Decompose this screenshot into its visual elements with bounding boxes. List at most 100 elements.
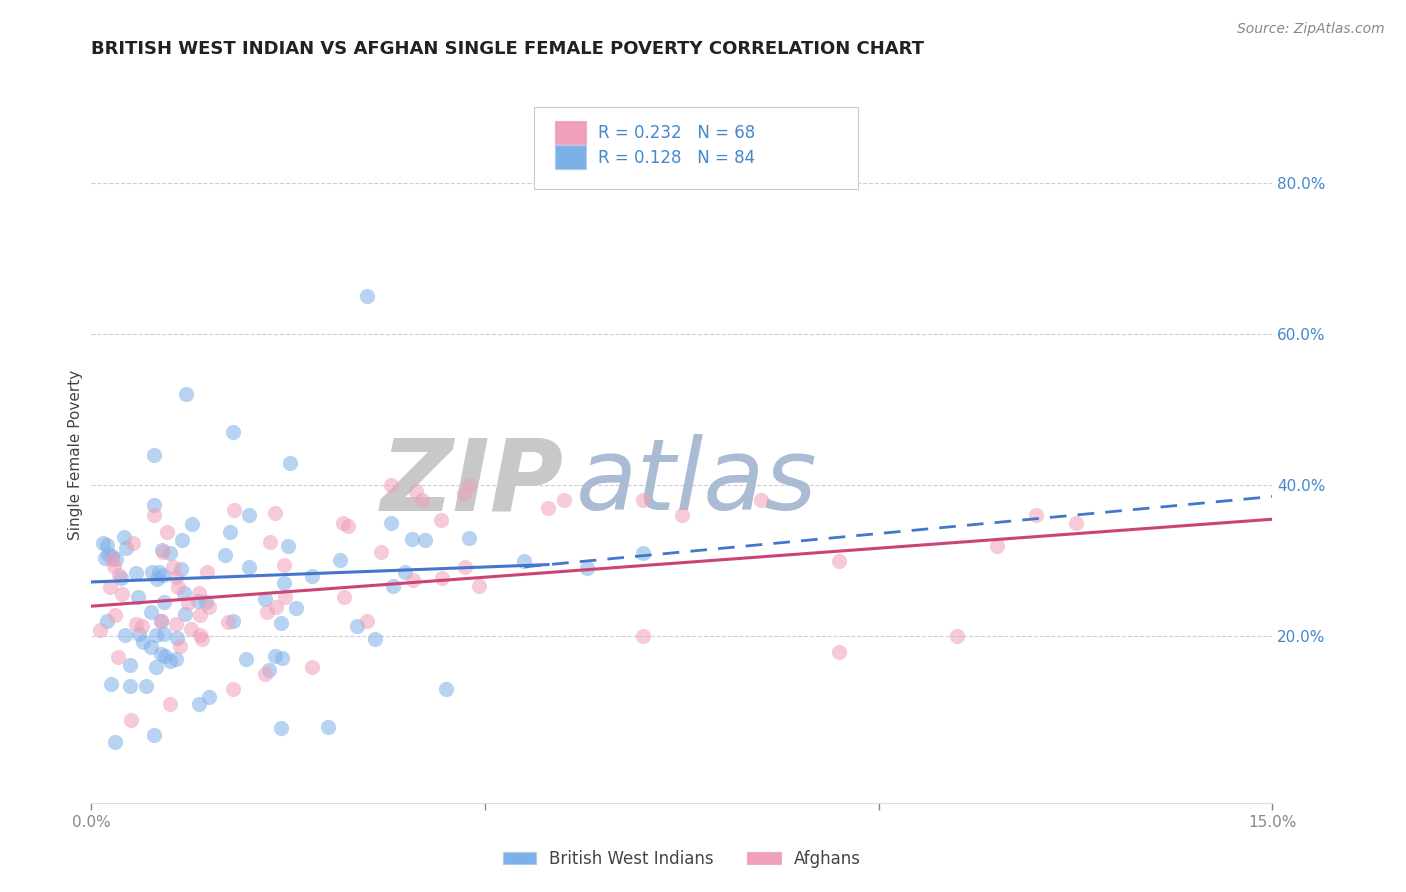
Point [273,558,295,572]
Text: R = 0.128   N = 84: R = 0.128 N = 84 [598,149,755,167]
Point [259,663,281,677]
Text: BRITISH WEST INDIAN VS AFGHAN SINGLE FEMALE POVERTY CORRELATION CHART: BRITISH WEST INDIAN VS AFGHAN SINGLE FEM… [91,40,924,58]
Point [284,600,307,615]
Point [96,615,118,629]
Point [749,493,772,508]
Point [107,650,129,665]
Point [631,546,654,560]
Point [174,387,197,401]
Point [631,493,654,508]
Point [413,533,436,548]
Point [165,651,187,665]
Point [141,565,163,579]
Point [364,632,387,647]
Point [467,579,489,593]
Point [188,628,211,642]
Point [170,562,193,576]
Point [97,547,120,561]
Text: ZIP: ZIP [381,434,564,532]
Point [316,720,339,734]
Point [1025,508,1047,523]
Point [125,566,148,581]
Point [152,545,174,559]
Point [101,552,124,566]
Point [576,561,599,575]
Point [235,652,257,666]
Point [430,513,453,527]
Point [191,632,214,646]
Point [513,554,536,568]
Point [238,560,260,574]
Point [264,649,287,664]
Point [103,559,125,574]
Point [537,500,560,515]
Point [380,478,402,492]
Point [946,629,969,643]
Point [264,506,287,520]
Point [301,569,323,583]
Point [173,607,195,621]
Point [120,658,142,673]
Point [152,594,174,608]
Point [118,679,141,693]
Text: R = 0.232   N = 68: R = 0.232 N = 68 [598,124,755,142]
Point [110,571,132,585]
Point [270,721,292,735]
Point [356,615,378,629]
Point [120,713,142,727]
Point [173,586,195,600]
Point [135,679,157,693]
Point [152,568,174,582]
Point [112,530,135,544]
Point [214,549,236,563]
Point [91,535,114,549]
Point [394,565,416,579]
Point [128,627,150,641]
Point [277,539,299,553]
Point [167,581,190,595]
Point [121,536,143,550]
Point [188,608,211,623]
Point [180,622,202,636]
Point [454,559,477,574]
Point [336,519,359,533]
Point [256,605,278,619]
Text: atlas: atlas [575,434,817,532]
Point [104,735,127,749]
Point [162,559,184,574]
Point [273,576,295,591]
Point [198,690,221,704]
Point [145,628,167,642]
Point [139,640,162,654]
Point [671,508,693,523]
Point [382,579,405,593]
Point [143,448,166,462]
Point [159,654,181,668]
Point [159,698,181,712]
Point [271,650,294,665]
Point [104,607,127,622]
Point [553,493,575,508]
Legend: British West Indians, Afghans: British West Indians, Afghans [496,843,868,874]
Point [301,659,323,673]
Point [104,552,127,566]
Point [195,566,218,580]
Point [188,698,211,712]
Point [194,595,217,609]
Point [186,594,208,608]
Point [132,635,155,649]
Point [346,619,368,633]
Point [187,586,209,600]
Point [101,549,124,563]
Point [111,587,134,601]
Point [217,615,239,629]
Point [100,677,122,691]
Point [165,616,187,631]
Point [149,647,172,661]
Point [139,605,162,619]
Point [332,590,354,604]
Point [278,456,301,470]
Point [153,648,176,663]
Point [145,660,167,674]
Point [631,629,654,643]
